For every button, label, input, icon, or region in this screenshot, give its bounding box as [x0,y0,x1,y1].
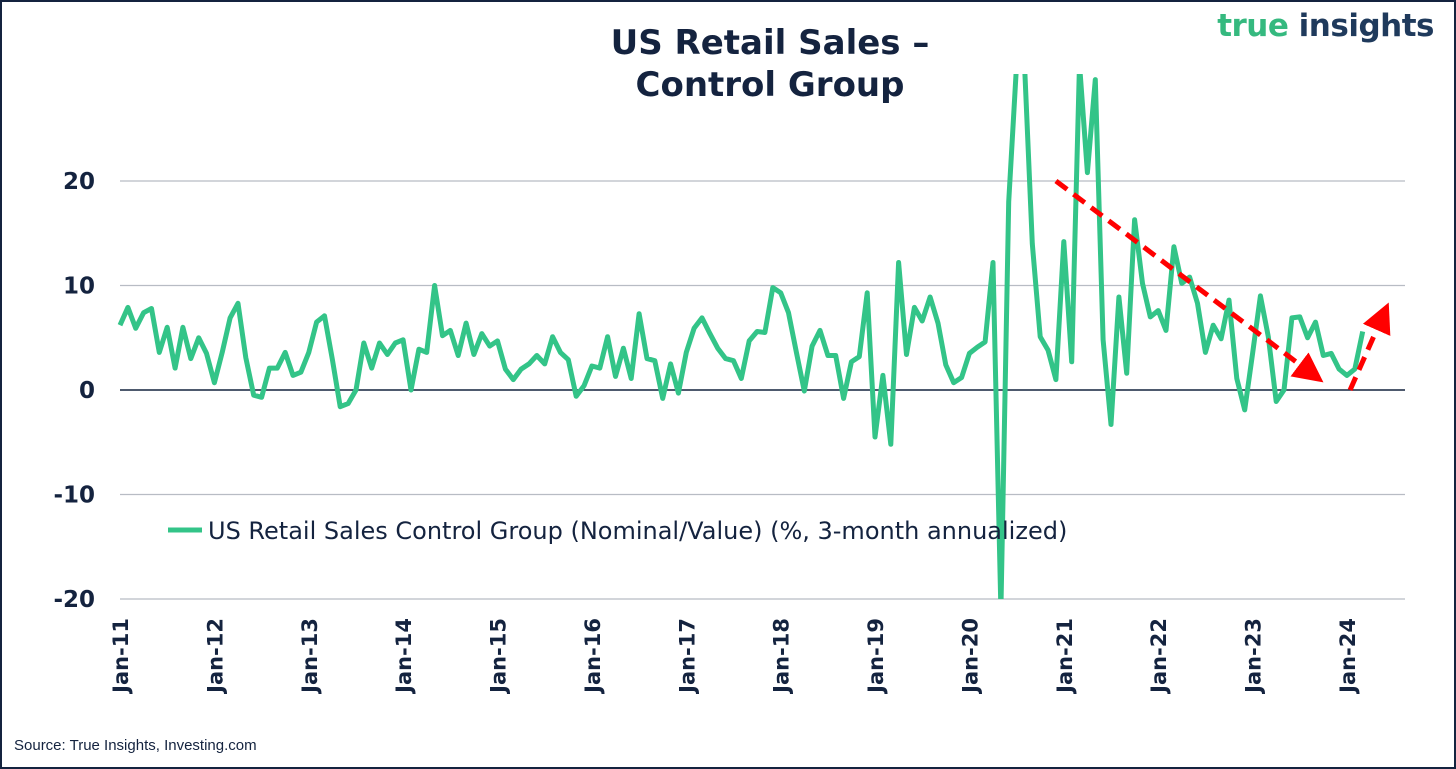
x-tick-label: Jan-14 [392,618,416,695]
y-tick-label: 0 [79,378,95,404]
x-tick-label: Jan-11 [109,618,133,695]
x-tick-label: Jan-20 [958,618,982,695]
x-tick-label: Jan-15 [487,618,511,695]
trend-arrow [1054,179,1324,383]
trend-arrow [1347,302,1391,392]
x-tick-label: Jan-24 [1336,618,1360,695]
source-note: Source: True Insights, Investing.com [14,737,257,754]
x-tick-label: Jan-19 [864,618,888,695]
logo-part-insights: insights [1288,8,1435,44]
x-tick-label: Jan-23 [1242,618,1266,695]
legend-label: US Retail Sales Control Group (Nominal/V… [208,517,1067,545]
x-tick-label: Jan-18 [770,618,794,695]
chart-title-line2: Control Group [635,65,905,105]
x-tick-label: Jan-17 [675,618,699,695]
x-tick-label: Jan-16 [581,618,605,695]
x-tick-label: Jan-22 [1147,618,1171,695]
chart-title: US Retail Sales – Control Group [520,22,1020,106]
y-tick-label: 20 [63,169,95,195]
logo-part-true: true [1217,8,1289,44]
true-insights-logo: true insights [1217,8,1434,44]
x-tick-label: Jan-12 [203,618,227,695]
x-tick-label: Jan-13 [298,618,322,695]
y-tick-label: -10 [53,483,95,509]
x-tick-label: Jan-21 [1053,618,1077,695]
chart-title-line1: US Retail Sales – [610,23,930,63]
y-tick-label: -20 [53,587,95,613]
y-tick-label: 10 [63,274,95,300]
legend: US Retail Sales Control Group (Nominal/V… [168,517,1067,545]
